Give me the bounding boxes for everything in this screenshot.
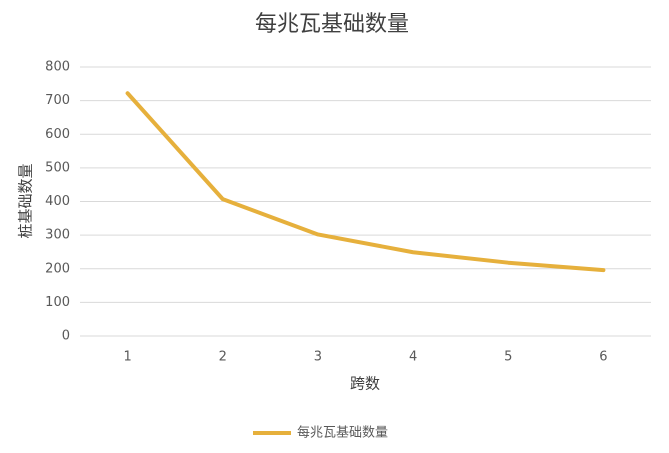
y-tick-label: 100 <box>45 295 70 310</box>
y-tick-label: 600 <box>45 127 70 142</box>
y-tick-label: 0 <box>62 329 70 344</box>
y-tick-label: 700 <box>45 93 70 108</box>
x-axis-title: 跨数 <box>350 375 380 393</box>
x-tick-label: 6 <box>599 350 607 365</box>
series-line <box>125 91 606 273</box>
y-axis-title: 桩基础数量 <box>17 163 35 238</box>
legend-label: 每兆瓦基础数量 <box>297 425 388 441</box>
x-tick-label: 3 <box>314 350 322 365</box>
x-tick-label: 4 <box>409 350 417 365</box>
y-tick-label: 200 <box>45 261 70 276</box>
y-tick-label: 400 <box>45 194 70 209</box>
y-tick-label: 500 <box>45 160 70 175</box>
chart-title: 每兆瓦基础数量 <box>255 12 409 37</box>
x-tick-label: 5 <box>504 350 512 365</box>
x-tick-label: 2 <box>219 350 227 365</box>
x-tick-label: 1 <box>123 350 131 365</box>
y-tick-label: 300 <box>45 228 70 243</box>
y-tick-label: 800 <box>45 60 70 75</box>
